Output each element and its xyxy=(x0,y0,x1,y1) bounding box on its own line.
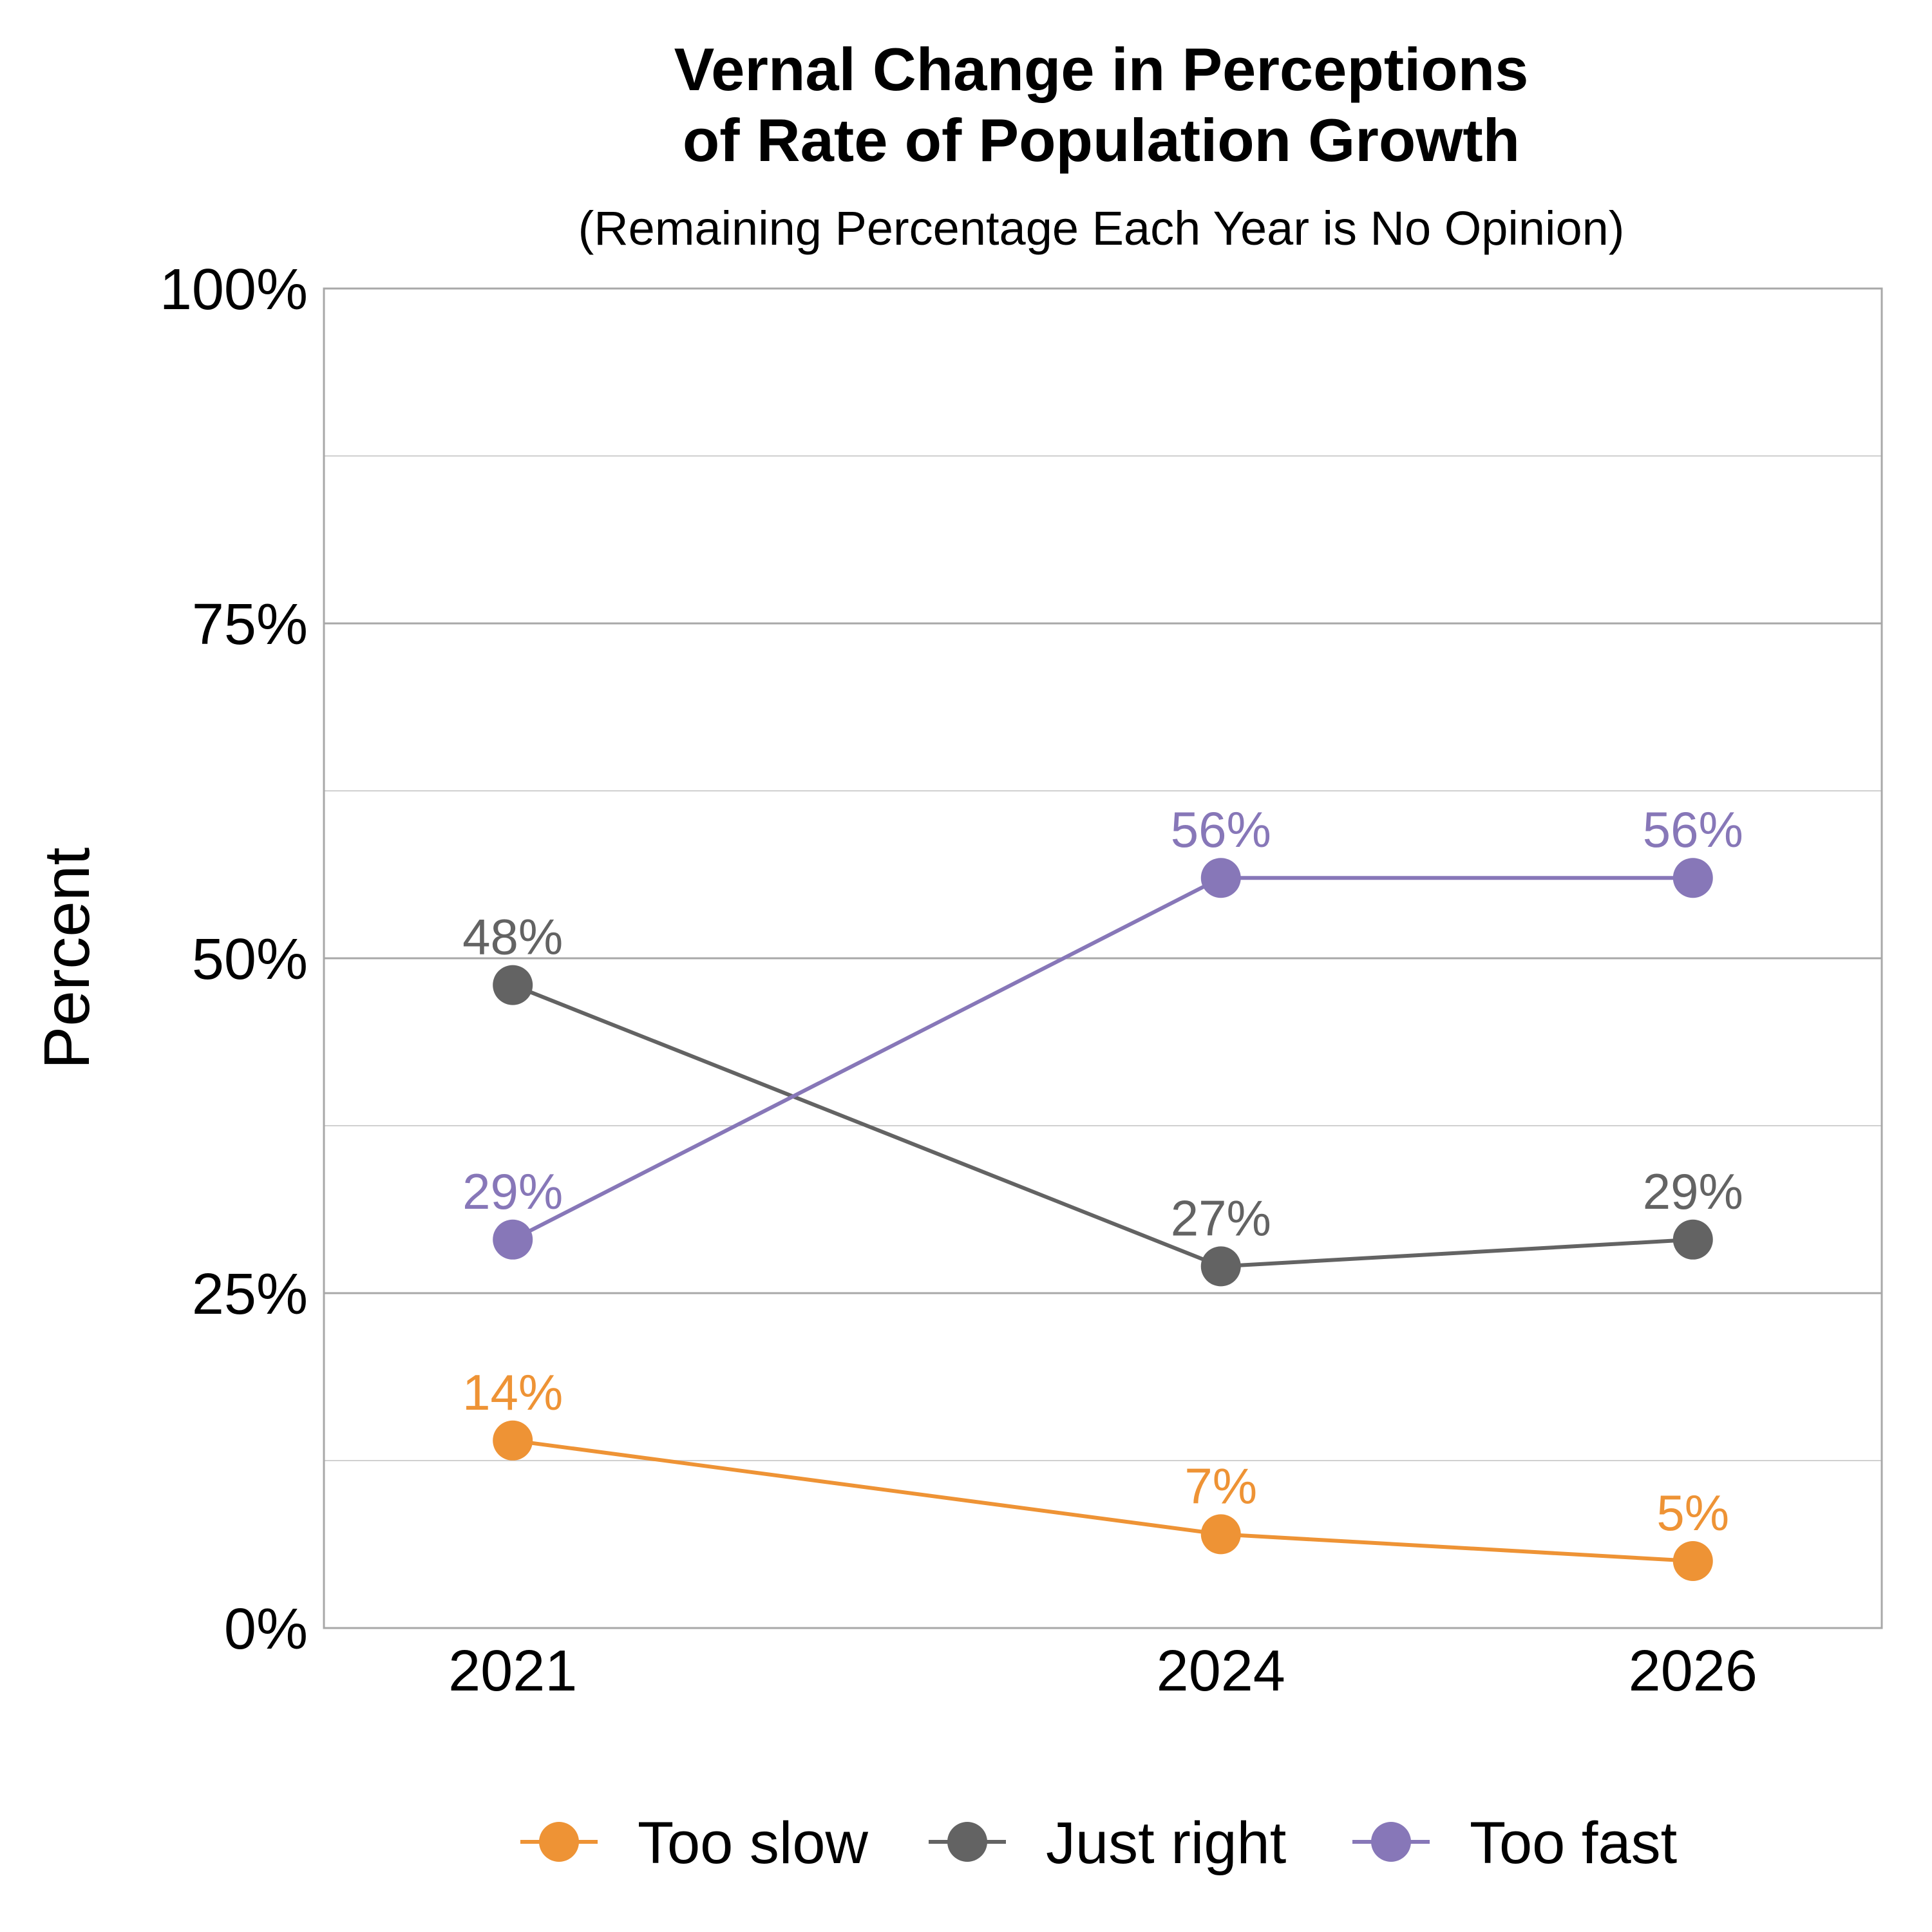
legend-marker xyxy=(947,1822,987,1862)
data-label: 29% xyxy=(462,1163,563,1220)
data-point xyxy=(493,1219,533,1260)
data-label: 56% xyxy=(1643,801,1743,858)
series-line-too-fast xyxy=(511,876,1693,1242)
data-label: 7% xyxy=(1184,1457,1257,1514)
legend-label: Too fast xyxy=(1470,1810,1677,1876)
legend-marker xyxy=(1371,1822,1411,1862)
legend-item: Too fast xyxy=(1352,1810,1677,1876)
chart-title: Vernal Change in Perceptions of Rate of … xyxy=(674,35,1529,174)
data-point xyxy=(1200,858,1241,898)
legend-item: Too slow xyxy=(520,1810,868,1876)
data-label: 29% xyxy=(1643,1163,1743,1220)
legend-label: Too slow xyxy=(638,1810,868,1876)
data-point xyxy=(1200,1514,1241,1555)
data-point xyxy=(1200,1246,1241,1287)
y-tick-label: 100% xyxy=(160,258,308,322)
y-tick-label: 50% xyxy=(192,927,308,992)
plot-area: 0% 25% 50% 75% 100% 2021 2024 2026 14% 7% 5% 48% 27%… xyxy=(160,258,1883,1703)
y-tick-label: 75% xyxy=(192,592,308,657)
data-point xyxy=(1672,1219,1713,1260)
data-point xyxy=(493,1420,533,1461)
legend: Too slow Just right Too fast xyxy=(520,1810,1677,1876)
data-point xyxy=(493,965,533,1005)
x-tick-label: 2026 xyxy=(1629,1639,1757,1703)
x-tick-label: 2021 xyxy=(448,1639,577,1703)
data-label: 27% xyxy=(1171,1189,1271,1246)
data-label: 56% xyxy=(1171,801,1271,858)
y-axis-label: Percent xyxy=(31,847,103,1069)
legend-item: Just right xyxy=(929,1810,1286,1876)
chart-title-line-1: Vernal Change in Perceptions xyxy=(674,35,1529,103)
y-tick-label: 25% xyxy=(192,1262,308,1327)
chart-title-line-2: of Rate of Population Growth xyxy=(683,106,1520,174)
data-point xyxy=(1672,1541,1713,1581)
y-tick-label: 0% xyxy=(224,1597,308,1662)
data-label: 14% xyxy=(462,1364,563,1421)
series-line-too-slow xyxy=(512,1438,1693,1563)
legend-label: Just right xyxy=(1046,1810,1286,1876)
data-point xyxy=(1672,858,1713,898)
data-label: 48% xyxy=(462,909,563,965)
legend-marker xyxy=(539,1822,579,1862)
chart-subtitle: (Remaining Percentage Each Year is No Op… xyxy=(578,202,1625,255)
plot-border xyxy=(323,287,1883,1629)
x-tick-label: 2024 xyxy=(1157,1639,1285,1703)
data-label: 5% xyxy=(1656,1484,1729,1541)
